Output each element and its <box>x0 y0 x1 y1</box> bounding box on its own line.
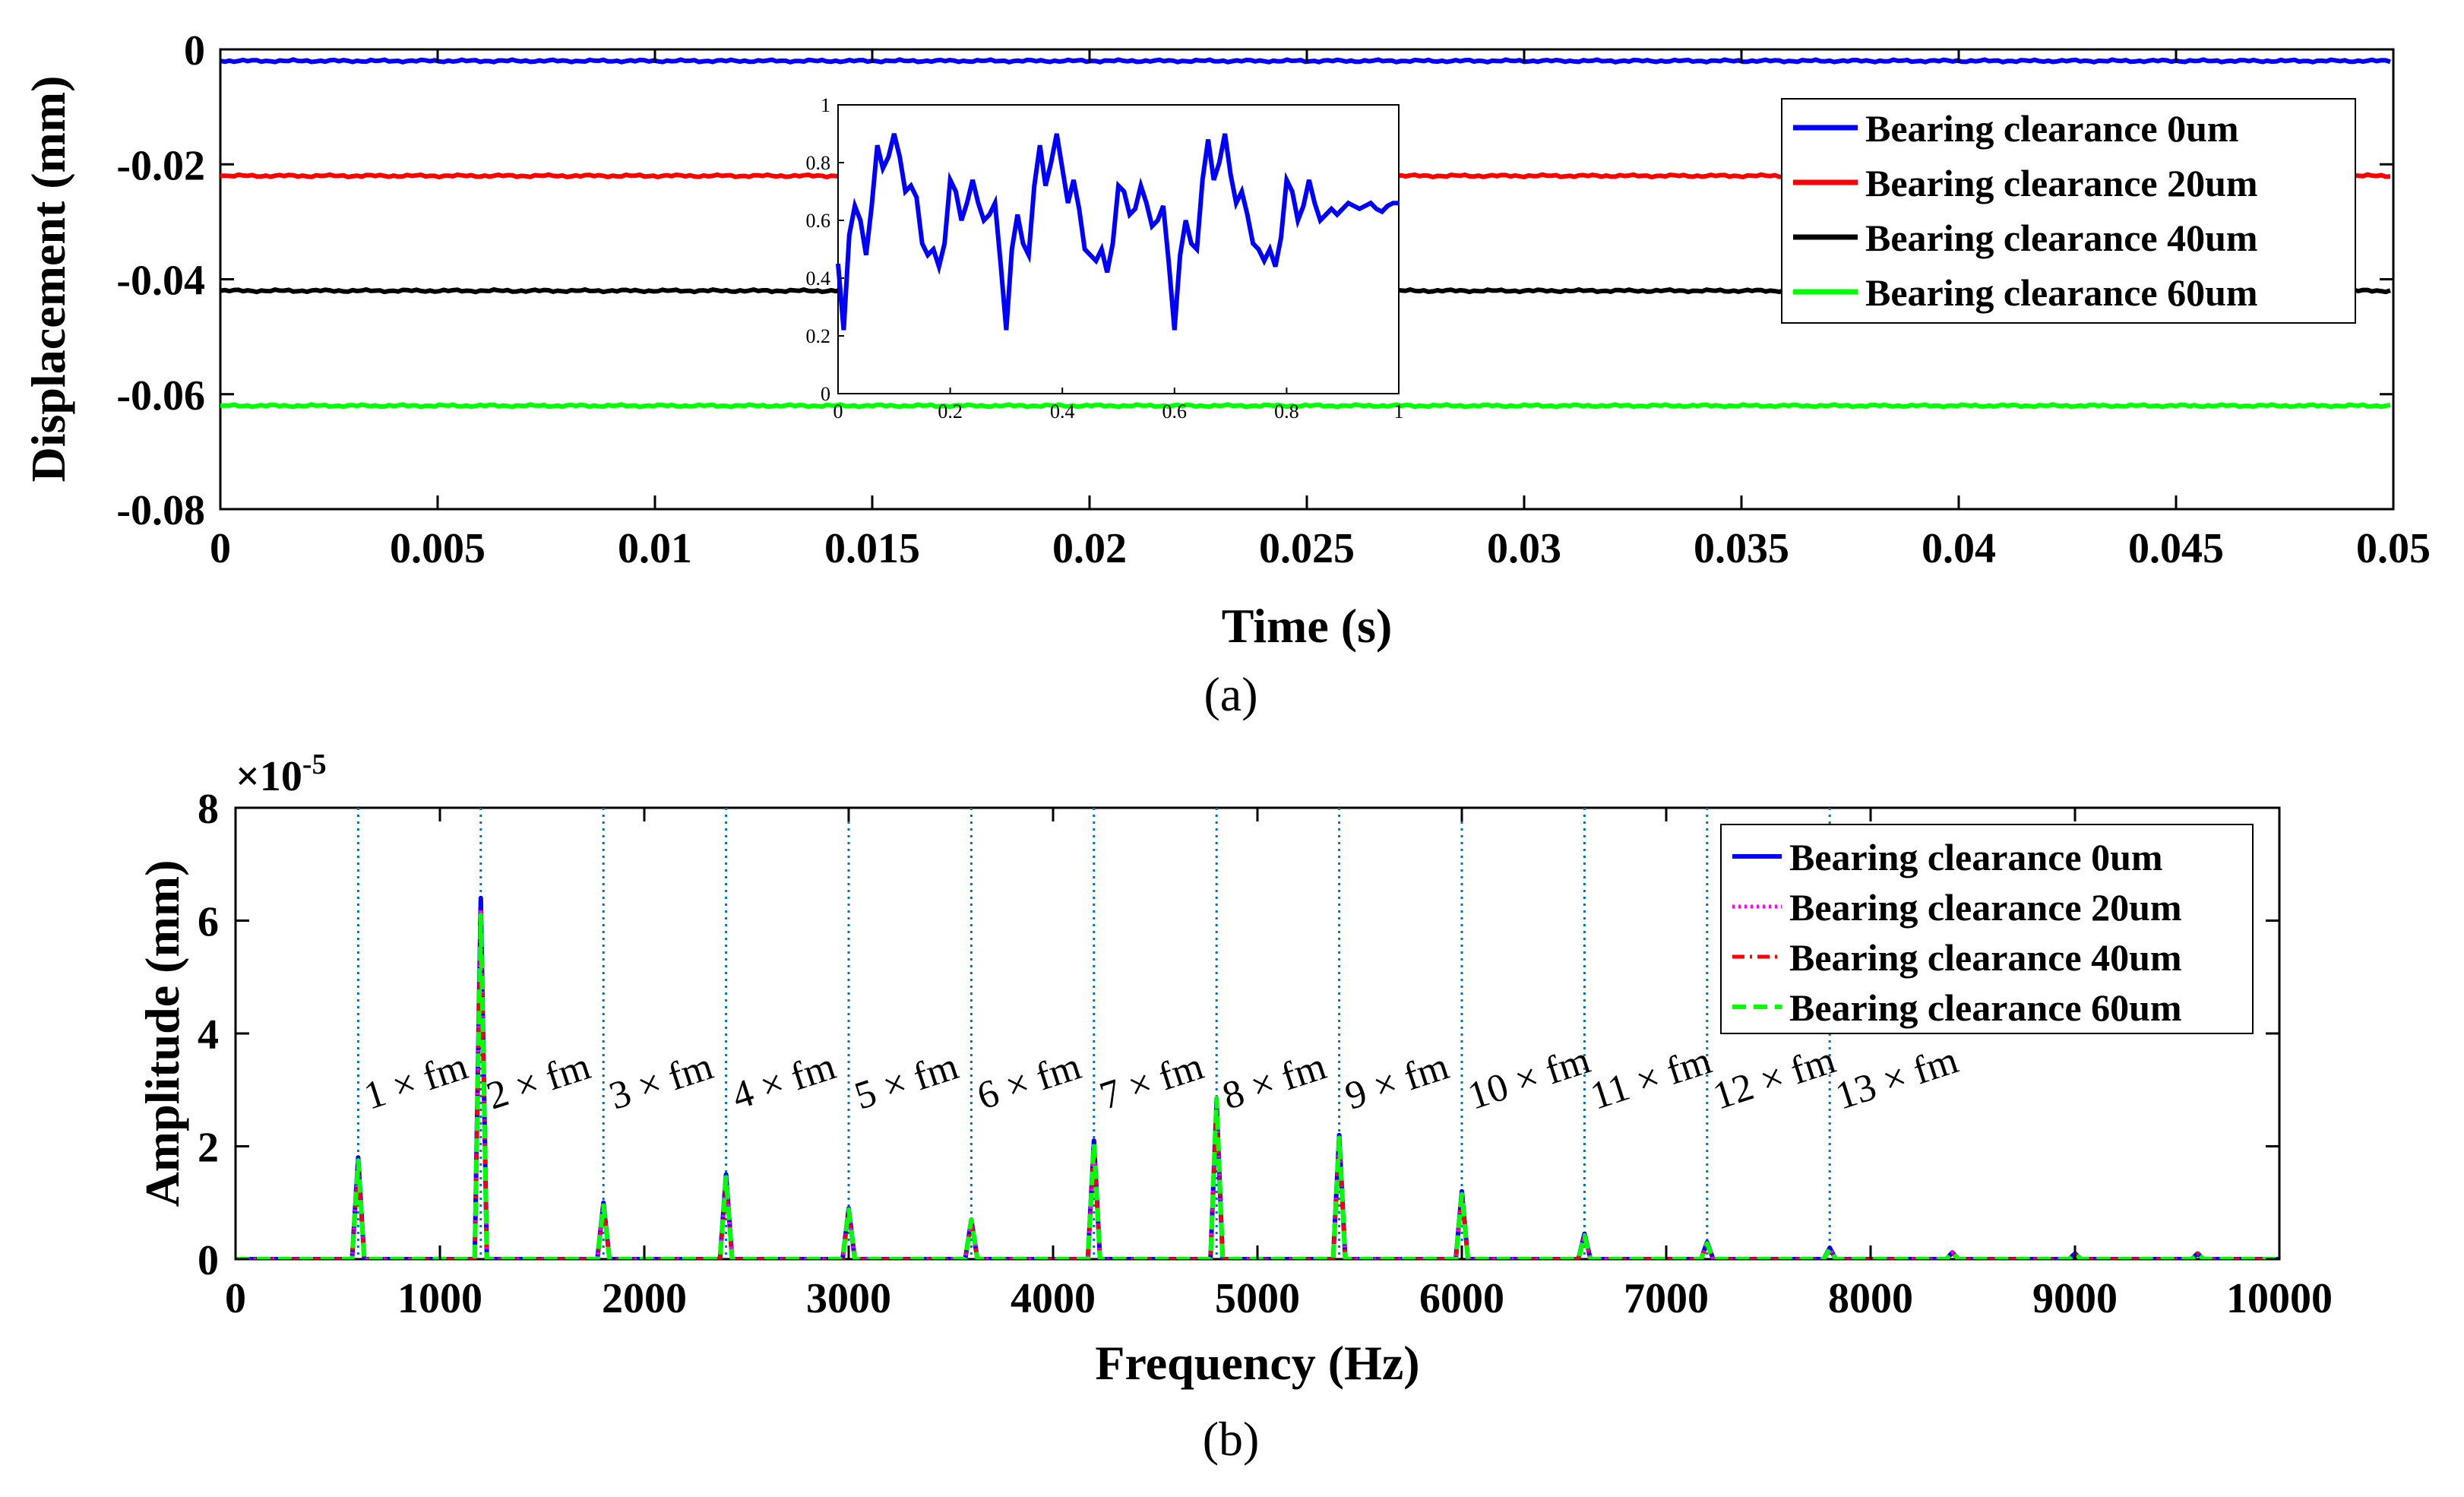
x-tick-label-a: 0.035 <box>1694 525 1789 572</box>
y-tick-label-b: 2 <box>198 1125 219 1172</box>
series-a-line-3 <box>220 402 2391 410</box>
y-tick-label-a: -0.08 <box>116 487 205 534</box>
x-tick-label-b: 9000 <box>2032 1275 2118 1322</box>
legend-a-label-1: Bearing clearance 20um <box>1865 162 2258 204</box>
x-tick-label-b: 10000 <box>2226 1275 2333 1322</box>
legend-a: Bearing clearance 0um Bearing clearance … <box>1781 98 2356 324</box>
series-b-line-3 <box>236 913 2279 1259</box>
inset-x-tick-label: 0.8 <box>1274 400 1299 423</box>
x-tick-label-b: 5000 <box>1215 1275 1300 1322</box>
x-tick-label-a: 0.045 <box>2128 525 2224 572</box>
y-multiplier-base: ×10 <box>236 753 302 800</box>
x-tick-label-a: 0.03 <box>1487 525 1561 572</box>
x-axis-label-b: Frequency (Hz) <box>1095 1336 1419 1390</box>
y-axis-label-b: Amplitude (mm) <box>135 860 189 1207</box>
inset-y-tick-label: 0.2 <box>806 325 831 347</box>
x-tick-label-b: 1000 <box>397 1275 482 1322</box>
x-ticks-a: 0 0.005 0.01 0.015 0.02 0.025 0.03 0.035 0.04 0.0… <box>210 49 2431 572</box>
y-tick-label-a: -0.02 <box>116 142 205 189</box>
y-ticks-a: 0 -0.02 -0.04 -0.06 -0.08 <box>116 27 2393 534</box>
inset-line <box>836 133 1399 331</box>
legend-b-box <box>1720 824 2254 1034</box>
legend-a-box <box>1781 98 2356 324</box>
x-tick-label-a: 0 <box>210 525 231 572</box>
legend-b-label-3: Bearing clearance 60um <box>1789 986 2182 1029</box>
x-tick-label-a: 0.025 <box>1259 525 1355 572</box>
inset-frame <box>837 104 1400 394</box>
y-tick-label-b: 8 <box>198 786 219 833</box>
x-tick-label-b: 7000 <box>1624 1275 1709 1322</box>
x-tick-label-a: 0.01 <box>618 525 692 572</box>
x-tick-label-b: 0 <box>225 1275 246 1322</box>
legend-b-label-0: Bearing clearance 0um <box>1789 836 2163 878</box>
inset-y-tick-label: 0 <box>821 383 830 405</box>
y-tick-label-a: 0 <box>184 27 205 74</box>
caption-a: (a) <box>1204 667 1257 721</box>
inset-x-ticks: 0 0.2 0.4 0.6 0.8 1 <box>833 388 1404 423</box>
x-tick-label-a: 0.02 <box>1052 525 1127 572</box>
inset-x-tick-label: 0 <box>833 400 843 423</box>
y-tick-label-b: 6 <box>198 899 219 946</box>
legend-b-label-1: Bearing clearance 20um <box>1789 886 2182 929</box>
x-axis-label-a: Time (s) <box>1222 599 1393 653</box>
x-tick-label-a: 0.04 <box>1922 525 1996 572</box>
y-tick-label-a: -0.04 <box>116 258 205 305</box>
x-tick-label-b: 3000 <box>806 1275 891 1322</box>
x-tick-label-a: 0.005 <box>390 525 486 572</box>
y-tick-label-a: -0.06 <box>116 372 205 419</box>
x-tick-label-a: 0.05 <box>2356 525 2431 572</box>
legend-b-label-2: Bearing clearance 40um <box>1789 936 2182 979</box>
series-group-b <box>236 895 2279 1259</box>
legend-a-label-3: Bearing clearance 60um <box>1865 271 2258 314</box>
inset-y-tick-label: 0.8 <box>806 152 831 174</box>
legend-b: Bearing clearance 0um Bearing clearance … <box>1720 824 2254 1034</box>
x-tick-label-a: 0.015 <box>824 525 920 572</box>
legend-a-label-2: Bearing clearance 40um <box>1865 217 2258 259</box>
series-a-line-0 <box>220 57 2391 65</box>
inset-x-tick-label: 1 <box>1394 400 1404 423</box>
inset-y-tick-label: 0.6 <box>806 210 831 232</box>
inset-y-tick-label: 0.4 <box>806 267 831 290</box>
y-ticks-b: 0 2 4 6 8 <box>198 786 2279 1284</box>
inset-x-tick-label: 0.2 <box>938 400 963 423</box>
inset-x-tick-label: 0.4 <box>1050 400 1075 423</box>
y-multiplier: ×10-5 <box>236 748 327 800</box>
inset-y-ticks: 0 0.2 0.4 0.6 0.8 1 <box>806 94 844 405</box>
x-ticks-b: 0 1000 2000 3000 4000 5000 6000 7000 8000 9000 100… <box>225 808 2333 1322</box>
y-multiplier-exponent: -5 <box>302 748 327 780</box>
x-tick-label-b: 2000 <box>602 1275 687 1322</box>
inset-y-tick-label: 1 <box>821 94 830 116</box>
panel-a: 0 0.005 0.01 0.015 0.02 0.025 0.03 0.035 0.04 0.0… <box>21 27 2431 721</box>
legend-a-label-0: Bearing clearance 0um <box>1865 107 2239 150</box>
y-tick-label-b: 4 <box>198 1011 219 1059</box>
y-tick-label-b: 0 <box>198 1237 219 1284</box>
panel-b: 1 × fm 2 × fm 3 × fm 4 × fm 5 × fm 6 × fm 7 × … <box>135 748 2333 1466</box>
inset-x-tick-label: 0.6 <box>1162 400 1188 423</box>
y-axis-label-a: Displacement (mm) <box>21 76 75 483</box>
x-tick-label-b: 8000 <box>1828 1275 1913 1322</box>
x-tick-label-b: 4000 <box>1011 1275 1096 1322</box>
x-tick-label-b: 6000 <box>1419 1275 1504 1322</box>
inset-plot: 0 0.2 0.4 0.6 0.8 1 0 0.2 0.4 0.6 0.8 1 <box>806 94 1404 423</box>
caption-b: (b) <box>1203 1412 1260 1466</box>
